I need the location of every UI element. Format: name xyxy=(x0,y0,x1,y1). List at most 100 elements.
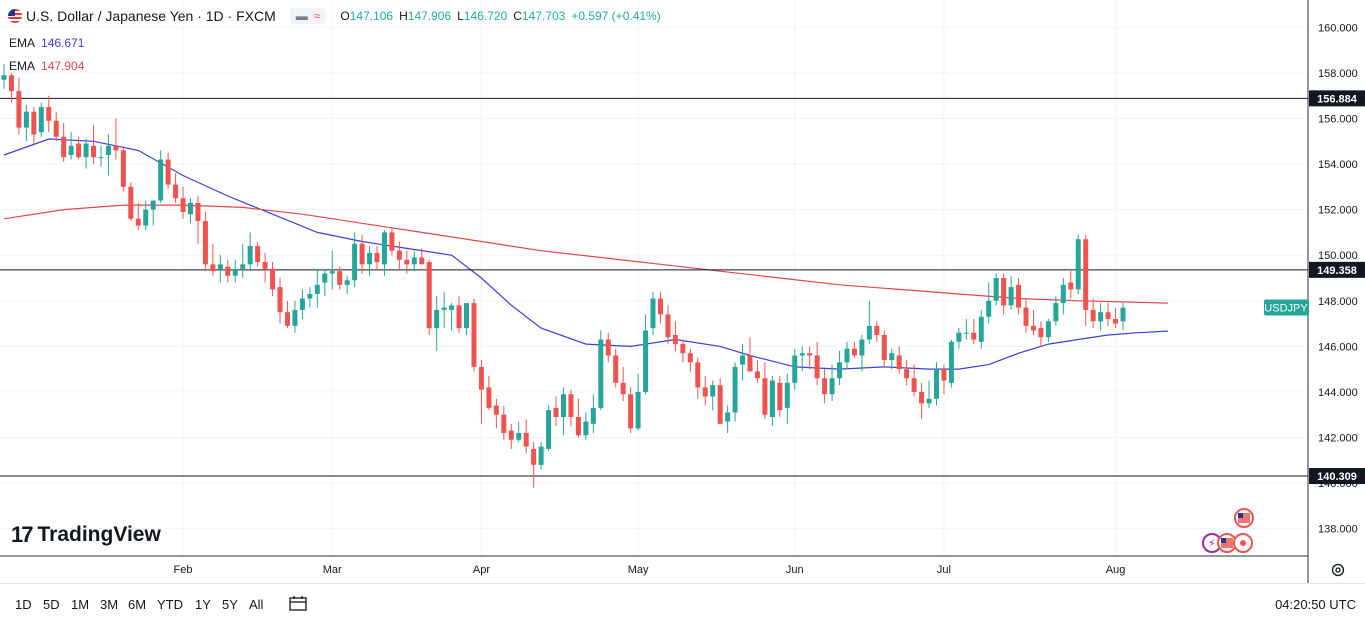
candle-body xyxy=(822,378,828,395)
candle-body xyxy=(613,355,619,383)
level-price-label: 156.884 xyxy=(1317,93,1358,105)
candle-body xyxy=(516,432,522,440)
candle-body xyxy=(61,136,67,158)
y-tick-label: 144.000 xyxy=(1318,387,1358,399)
high-value: 147.906 xyxy=(407,9,452,23)
header-toggle-group[interactable]: ▬ ≈ xyxy=(289,8,327,24)
candle-body xyxy=(643,330,649,392)
ohlc-readout: O147.106 H147.906 L146.720 C147.703 +0.5… xyxy=(340,9,660,23)
candle-body xyxy=(1068,282,1074,290)
candle-body xyxy=(1008,287,1014,306)
candle-body xyxy=(986,300,992,317)
event-badges[interactable]: ⚡ xyxy=(1200,506,1260,556)
candle-body xyxy=(546,410,552,449)
candle-body xyxy=(76,143,82,158)
candle-body xyxy=(650,298,656,329)
utc-clock[interactable]: 04:20:50 UTC xyxy=(1275,597,1356,612)
candle-body xyxy=(449,305,455,310)
level-price-label: 149.358 xyxy=(1317,265,1357,277)
candle-body xyxy=(307,293,313,299)
candle-body xyxy=(352,243,358,281)
level-price-badge xyxy=(1309,468,1365,485)
candle-body xyxy=(322,273,328,283)
waves-icon[interactable]: ≈ xyxy=(313,9,321,23)
candle-body xyxy=(501,414,507,433)
x-tick-label: Feb xyxy=(174,564,193,576)
symbol-title[interactable]: U.S. Dollar / Japanese Yen · 1D · FXCM xyxy=(26,8,276,24)
candle-body xyxy=(665,314,671,338)
x-tick-label: Aug xyxy=(1106,564,1126,576)
candle-body xyxy=(695,362,701,388)
candle-body xyxy=(262,262,268,269)
candle-body xyxy=(1090,309,1096,322)
candle-body xyxy=(381,232,387,265)
candle-body xyxy=(1045,321,1051,338)
candle-body xyxy=(896,355,902,370)
candle-body xyxy=(486,387,492,408)
candle-body xyxy=(135,218,141,226)
candle-body xyxy=(471,303,477,367)
candle-body xyxy=(523,432,529,447)
candle-body xyxy=(292,309,298,326)
gear-icon[interactable] xyxy=(1330,562,1346,578)
timeframe-all[interactable]: All xyxy=(249,597,264,612)
close-label: C xyxy=(513,9,522,23)
ema-slow-value: 147.904 xyxy=(41,59,85,73)
minus-icon[interactable]: ▬ xyxy=(295,9,308,23)
candle-body xyxy=(508,430,514,440)
candle-body xyxy=(240,264,246,269)
chart-header: U.S. Dollar / Japanese Yen · 1D · FXCM ▬… xyxy=(8,8,661,24)
candle-body xyxy=(657,298,663,315)
timeframe-1d[interactable]: 1D xyxy=(15,597,32,612)
candle-body xyxy=(367,252,373,265)
candle-body xyxy=(493,405,499,415)
timeframe-5d[interactable]: 5D xyxy=(43,597,60,612)
candle-body xyxy=(754,371,760,379)
candle-body xyxy=(531,448,537,465)
level-price-label: 140.309 xyxy=(1317,471,1357,483)
candle-body xyxy=(792,355,798,383)
ema-slow-legend[interactable]: EMA 147.904 xyxy=(9,59,84,73)
x-tick-label: Jul xyxy=(937,564,951,576)
bottom-toolbar: 1D 5D 1M 3M 6M YTD 1Y 5Y All 04:20:50 UT… xyxy=(0,583,1365,626)
candle-body xyxy=(359,243,365,265)
candle-body xyxy=(1038,328,1044,338)
candle-body xyxy=(83,143,89,158)
timeframe-6m[interactable]: 6M xyxy=(128,597,147,612)
y-tick-label: 154.000 xyxy=(1318,159,1358,171)
calendar-range-icon[interactable] xyxy=(289,595,307,611)
candle-body xyxy=(575,417,581,436)
candle-body xyxy=(31,111,37,135)
candle-body xyxy=(8,75,14,92)
candle-body xyxy=(837,362,843,379)
candle-body xyxy=(255,246,261,263)
ema-fast-legend[interactable]: EMA 146.671 xyxy=(9,36,84,50)
candle-body xyxy=(687,353,693,363)
timeframe-3m[interactable]: 3M xyxy=(100,597,119,612)
symbol-tag-label: USDJPY xyxy=(1264,303,1308,315)
candle-body xyxy=(747,355,753,372)
candle-body xyxy=(225,266,231,276)
timeframe-ytd[interactable]: YTD xyxy=(157,597,183,612)
candle-body xyxy=(1113,319,1119,324)
timeframe-1m[interactable]: 1M xyxy=(71,597,90,612)
candle-body xyxy=(553,407,559,417)
high-label: H xyxy=(399,9,408,23)
candle-body xyxy=(1105,312,1111,320)
candle-body xyxy=(396,250,402,260)
candle-body xyxy=(68,145,74,155)
candle-body xyxy=(1001,278,1007,306)
candle-body xyxy=(434,309,440,329)
candle-body xyxy=(934,369,939,399)
candle-body xyxy=(165,159,171,185)
timeframe-1y[interactable]: 1Y xyxy=(195,597,211,612)
candle-body xyxy=(762,378,768,415)
candle-body xyxy=(404,259,410,265)
timeframe-5y[interactable]: 5Y xyxy=(222,597,238,612)
candle-body xyxy=(904,369,910,379)
tradingview-logo[interactable]: 17 TradingView xyxy=(11,522,161,548)
candle-body xyxy=(963,332,969,334)
close-value: 147.703 xyxy=(521,9,566,23)
svg-text:⚡: ⚡ xyxy=(1208,537,1216,550)
